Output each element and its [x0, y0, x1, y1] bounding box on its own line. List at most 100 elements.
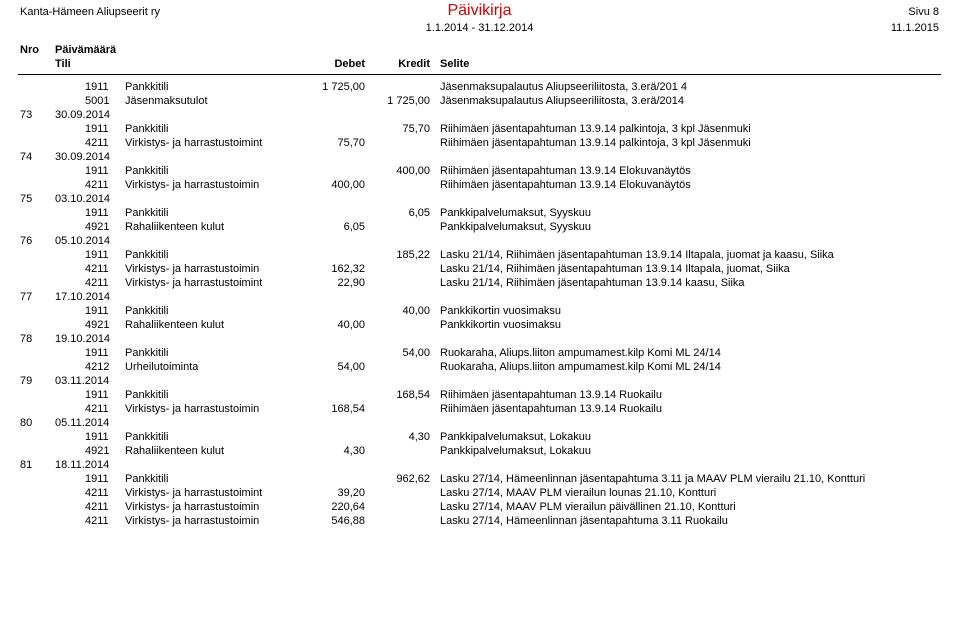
entry-date: 18.11.2014	[55, 458, 109, 472]
entry-nro: 76	[20, 234, 50, 248]
line-account-code: 4211	[85, 262, 125, 276]
line-desc: Lasku 27/14, MAAV PLM vierailun päivälli…	[440, 500, 736, 514]
entry-nro: 74	[20, 150, 50, 164]
line-debet: 6,05	[290, 220, 365, 234]
line-account-code: 4921	[85, 220, 125, 234]
line-account-name: Virkistys- ja harrastustoimin	[125, 178, 300, 192]
line-account-name: Virkistys- ja harrastustoimint	[125, 276, 300, 290]
entry-header: 79 03.11.2014	[0, 374, 959, 388]
line-desc: Ruokaraha, Aliups.liiton ampumamest.kilp…	[440, 346, 721, 360]
line-desc: Lasku 27/14, Hämeenlinnan jäsentapahtuma…	[440, 514, 728, 528]
header-title: Päivikirja	[0, 2, 959, 20]
line-debet: 220,64	[290, 500, 365, 514]
line-debet: 54,00	[290, 360, 365, 374]
entry-header: 7819.10.2014	[0, 332, 959, 346]
line-desc: Ruokaraha, Aliups.liiton ampumamest.kilp…	[440, 360, 721, 374]
journal-line: 1911Pankkitili6,05Pankkipalvelumaksut, S…	[0, 206, 959, 220]
line-debet: 39,20	[290, 486, 365, 500]
line-debet: 168,54	[290, 402, 365, 416]
journal-line: 1911Pankkitili168,54Riihimäen jäsentapah…	[0, 388, 959, 402]
line-desc: Riihimäen jäsentapahtuman 13.9.14 Elokuv…	[440, 164, 691, 178]
line-debet: 162,32	[290, 262, 365, 276]
line-desc: Lasku 27/14, Hämeenlinnan jäsentapahtuma…	[440, 472, 865, 486]
line-desc: Pankkipalvelumaksut, Syyskuu	[440, 220, 591, 234]
entry-header: 7605.10.2014	[0, 234, 959, 248]
line-desc: Pankkikortin vuosimaksu	[440, 318, 561, 332]
journal-line: 4211Virkistys- ja harrastustoimin220,64L…	[0, 500, 959, 514]
journal-line: 4211Virkistys- ja harrastustoimint22,90L…	[0, 276, 959, 290]
line-account-name: Pankkitili	[125, 206, 300, 220]
line-desc: Riihimäen jäsentapahtuman 13.9.14 Ruokai…	[440, 402, 662, 416]
header-rule	[18, 74, 941, 75]
line-debet: 1 725,00	[290, 80, 365, 94]
line-account-name: Pankkitili	[125, 472, 300, 486]
line-desc: Riihimäen jäsentapahtuman 13.9.14 palkin…	[440, 122, 751, 136]
line-account-code: 4211	[85, 514, 125, 528]
entry-date: 03.10.2014	[55, 192, 110, 206]
line-account-code: 4211	[85, 486, 125, 500]
line-account-name: Pankkitili	[125, 304, 300, 318]
line-desc: Jäsenmaksupalautus Aliupseeriliitosta, 3…	[440, 94, 684, 108]
line-desc: Lasku 21/14, Riihimäen jäsentapahtuman 1…	[440, 248, 834, 262]
line-account-code: 5001	[85, 94, 125, 108]
line-account-code: 4921	[85, 444, 125, 458]
entry-date: 05.11.2014	[55, 416, 109, 430]
entry-header: 8005.11.2014	[0, 416, 959, 430]
journal-line: 4212Urheilutoiminta54,00Ruokaraha, Aliup…	[0, 360, 959, 374]
line-account-name: Pankkitili	[125, 80, 300, 94]
line-account-name: Virkistys- ja harrastustoimin	[125, 514, 300, 528]
journal-line: 4921Rahaliikenteen kulut6,05Pankkipalvel…	[0, 220, 959, 234]
line-account-name: Virkistys- ja harrastustoimin	[125, 262, 300, 276]
line-desc: Lasku 21/14, Riihimäen jäsentapahtuman 1…	[440, 262, 790, 276]
entry-header: 8118.11.2014	[0, 458, 959, 472]
line-account-name: Pankkitili	[125, 346, 300, 360]
entry-date: 03.11.2014	[55, 374, 109, 388]
line-kredit: 400,00	[370, 164, 430, 178]
journal-line: 4211Virkistys- ja harrastustoimin168,54R…	[0, 402, 959, 416]
line-account-code: 1911	[85, 304, 125, 318]
journal-line: 4921Rahaliikenteen kulut40,00 Pankkikorti…	[0, 318, 959, 332]
journal-line: 1911Pankkitili54,00Ruokaraha, Aliups.lii…	[0, 346, 959, 360]
line-debet: 546,88	[290, 514, 365, 528]
line-debet: 4,30	[290, 444, 365, 458]
line-account-name: Virkistys- ja harrastustoimint	[125, 136, 300, 150]
line-account-name: Virkistys- ja harrastustoimin	[125, 500, 300, 514]
line-desc: Pankkipalvelumaksut, Lokakuu	[440, 430, 591, 444]
line-account-code: 1911	[85, 472, 125, 486]
line-account-name: Pankkitili	[125, 388, 300, 402]
journal-line: 4211Virkistys- ja harrastustoimint75,70R…	[0, 136, 959, 150]
line-account-name: Rahaliikenteen kulut	[125, 318, 300, 332]
line-account-name: Pankkitili	[125, 430, 300, 444]
line-debet: 400,00	[290, 178, 365, 192]
entry-nro: 73	[20, 108, 50, 122]
header-page: Sivu 8	[908, 6, 939, 18]
entry-header: 7717.10.2014	[0, 290, 959, 304]
journal-line: 4211Virkistys- ja harrastustoimin546,88 L…	[0, 514, 959, 528]
entry-header: 73 30.09.2014	[0, 108, 959, 122]
entry-date: 30.09.2014	[55, 150, 110, 164]
line-account-code: 1911	[85, 164, 125, 178]
entry-nro: 78	[20, 332, 50, 346]
line-kredit: 168,54	[370, 388, 430, 402]
line-account-code: 1911	[85, 430, 125, 444]
entry-date: 30.09.2014	[55, 108, 110, 122]
entry-nro: 79	[20, 374, 50, 388]
line-kredit: 4,30	[370, 430, 430, 444]
journal-line: 4921Rahaliikenteen kulut4,30Pankkipalvel…	[0, 444, 959, 458]
line-desc: Riihimäen jäsentapahtuman 13.9.14 palkin…	[440, 136, 751, 150]
line-account-code: 1911	[85, 388, 125, 402]
line-account-code: 1911	[85, 80, 125, 94]
line-account-code: 4921	[85, 318, 125, 332]
journal-line: 1911Pankkitili40,00Pankkikortin vuosimak…	[0, 304, 959, 318]
header-report-date: 11.1.2015	[891, 22, 939, 34]
line-kredit: 962,62	[370, 472, 430, 486]
line-debet: 22,90	[290, 276, 365, 290]
entry-header: 74 30.09.2014	[0, 150, 959, 164]
col-paiva: Päivämäärä	[55, 44, 116, 56]
line-account-code: 1911	[85, 122, 125, 136]
line-debet: 40,00	[290, 318, 365, 332]
line-account-name: Jäsenmaksutulot	[125, 94, 300, 108]
line-kredit: 75,70	[370, 122, 430, 136]
journal-line: 1911Pankkitili185,22Lasku 21/14, Riihimä…	[0, 248, 959, 262]
journal-line: 1911Pankkitili400,00Riihimäen jäsentapah…	[0, 164, 959, 178]
